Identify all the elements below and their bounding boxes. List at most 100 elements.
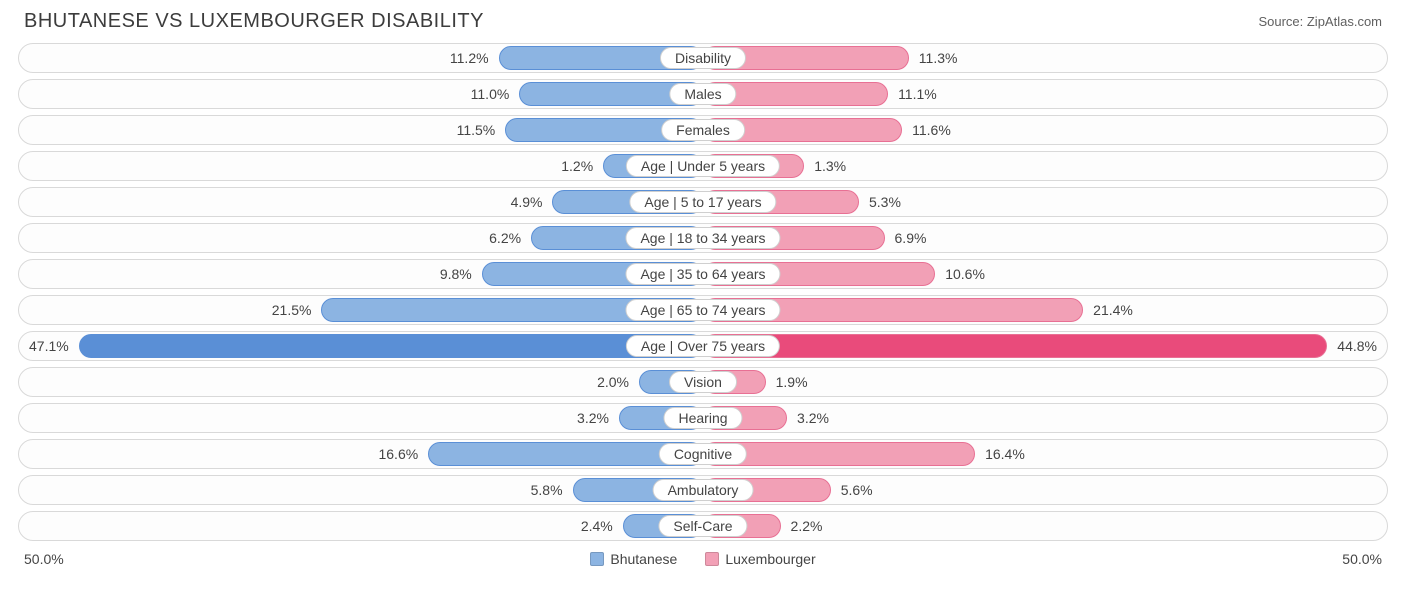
value-left: 3.2% (567, 410, 619, 426)
row-left-half: 6.2% (19, 226, 703, 250)
value-right: 11.6% (902, 122, 961, 138)
value-left: 5.8% (521, 482, 573, 498)
row-left-half: 21.5% (19, 298, 703, 322)
row-label: Self-Care (658, 515, 747, 537)
value-right: 5.3% (859, 194, 911, 210)
legend-swatch-left (590, 552, 604, 566)
row-right-half: 5.3% (703, 190, 1387, 214)
chart-row: 6.2% 6.9% Age | 18 to 34 years (18, 223, 1388, 253)
value-right: 21.4% (1083, 302, 1143, 318)
value-right: 1.3% (804, 158, 856, 174)
row-left-half: 5.8% (19, 478, 703, 502)
row-left-half: 11.2% (19, 46, 703, 70)
bar-left (79, 334, 703, 358)
chart-row: 4.9% 5.3% Age | 5 to 17 years (18, 187, 1388, 217)
axis-max-left: 50.0% (24, 551, 64, 567)
row-left-half: 1.2% (19, 154, 703, 178)
chart-area: 11.2% 11.3% Disability 11.0% 11.1% Males 11.5%… (0, 39, 1406, 541)
row-right-half: 10.6% (703, 262, 1387, 286)
value-right: 11.1% (888, 86, 947, 102)
row-left-half: 47.1% (19, 334, 703, 358)
value-left: 6.2% (479, 230, 531, 246)
row-left-half: 9.8% (19, 262, 703, 286)
row-right-half: 44.8% (703, 334, 1387, 358)
chart-row: 16.6% 16.4% Cognitive (18, 439, 1388, 469)
row-left-half: 2.0% (19, 370, 703, 394)
row-label: Age | 18 to 34 years (625, 227, 780, 249)
value-left: 11.5% (447, 122, 506, 138)
value-left: 11.2% (440, 50, 499, 66)
value-right: 44.8% (1327, 338, 1387, 354)
value-right: 11.3% (909, 50, 968, 66)
row-right-half: 5.6% (703, 478, 1387, 502)
legend-item-left: Bhutanese (590, 551, 677, 567)
row-label: Age | Over 75 years (626, 335, 780, 357)
chart-source: Source: ZipAtlas.com (1258, 14, 1382, 29)
chart-title: BHUTANESE VS LUXEMBOURGER DISABILITY (24, 10, 484, 33)
chart-row: 2.4% 2.2% Self-Care (18, 511, 1388, 541)
row-left-half: 16.6% (19, 442, 703, 466)
row-label: Age | Under 5 years (626, 155, 780, 177)
row-left-half: 3.2% (19, 406, 703, 430)
value-right: 16.4% (975, 446, 1035, 462)
row-right-half: 21.4% (703, 298, 1387, 322)
chart-row: 11.2% 11.3% Disability (18, 43, 1388, 73)
row-right-half: 16.4% (703, 442, 1387, 466)
row-left-half: 11.0% (19, 82, 703, 106)
row-right-half: 3.2% (703, 406, 1387, 430)
chart-row: 11.0% 11.1% Males (18, 79, 1388, 109)
chart-row: 11.5% 11.6% Females (18, 115, 1388, 145)
value-left: 11.0% (461, 86, 520, 102)
chart-row: 5.8% 5.6% Ambulatory (18, 475, 1388, 505)
legend: Bhutanese Luxembourger (64, 551, 1343, 567)
row-label: Age | 65 to 74 years (625, 299, 780, 321)
row-right-half: 11.1% (703, 82, 1387, 106)
row-label: Ambulatory (653, 479, 754, 501)
row-label: Disability (660, 47, 746, 69)
value-left: 47.1% (19, 338, 79, 354)
chart-row: 1.2% 1.3% Age | Under 5 years (18, 151, 1388, 181)
legend-label-left: Bhutanese (610, 551, 677, 567)
chart-row: 2.0% 1.9% Vision (18, 367, 1388, 397)
value-left: 9.8% (430, 266, 482, 282)
value-right: 5.6% (831, 482, 883, 498)
value-left: 2.4% (571, 518, 623, 534)
value-left: 1.2% (551, 158, 603, 174)
row-left-half: 4.9% (19, 190, 703, 214)
row-label: Males (669, 83, 736, 105)
value-right: 2.2% (781, 518, 833, 534)
value-right: 6.9% (885, 230, 937, 246)
bar-right (703, 334, 1327, 358)
row-label: Hearing (663, 407, 742, 429)
chart-row: 47.1% 44.8% Age | Over 75 years (18, 331, 1388, 361)
row-label: Age | 5 to 17 years (629, 191, 776, 213)
row-left-half: 11.5% (19, 118, 703, 142)
row-label: Vision (669, 371, 737, 393)
value-left: 21.5% (262, 302, 322, 318)
value-left: 2.0% (587, 374, 639, 390)
row-right-half: 6.9% (703, 226, 1387, 250)
legend-item-right: Luxembourger (705, 551, 815, 567)
row-label: Cognitive (659, 443, 747, 465)
row-right-half: 11.3% (703, 46, 1387, 70)
chart-row: 21.5% 21.4% Age | 65 to 74 years (18, 295, 1388, 325)
value-right: 1.9% (766, 374, 818, 390)
row-label: Females (661, 119, 745, 141)
chart-footer: 50.0% Bhutanese Luxembourger 50.0% (0, 547, 1406, 577)
value-right: 10.6% (935, 266, 995, 282)
chart-header: BHUTANESE VS LUXEMBOURGER DISABILITY Sou… (0, 0, 1406, 39)
value-right: 3.2% (787, 410, 839, 426)
axis-max-right: 50.0% (1342, 551, 1382, 567)
row-label: Age | 35 to 64 years (625, 263, 780, 285)
value-left: 16.6% (368, 446, 428, 462)
row-right-half: 2.2% (703, 514, 1387, 538)
legend-label-right: Luxembourger (725, 551, 815, 567)
value-left: 4.9% (501, 194, 553, 210)
row-right-half: 11.6% (703, 118, 1387, 142)
legend-swatch-right (705, 552, 719, 566)
chart-row: 3.2% 3.2% Hearing (18, 403, 1388, 433)
row-right-half: 1.3% (703, 154, 1387, 178)
row-right-half: 1.9% (703, 370, 1387, 394)
chart-row: 9.8% 10.6% Age | 35 to 64 years (18, 259, 1388, 289)
row-left-half: 2.4% (19, 514, 703, 538)
